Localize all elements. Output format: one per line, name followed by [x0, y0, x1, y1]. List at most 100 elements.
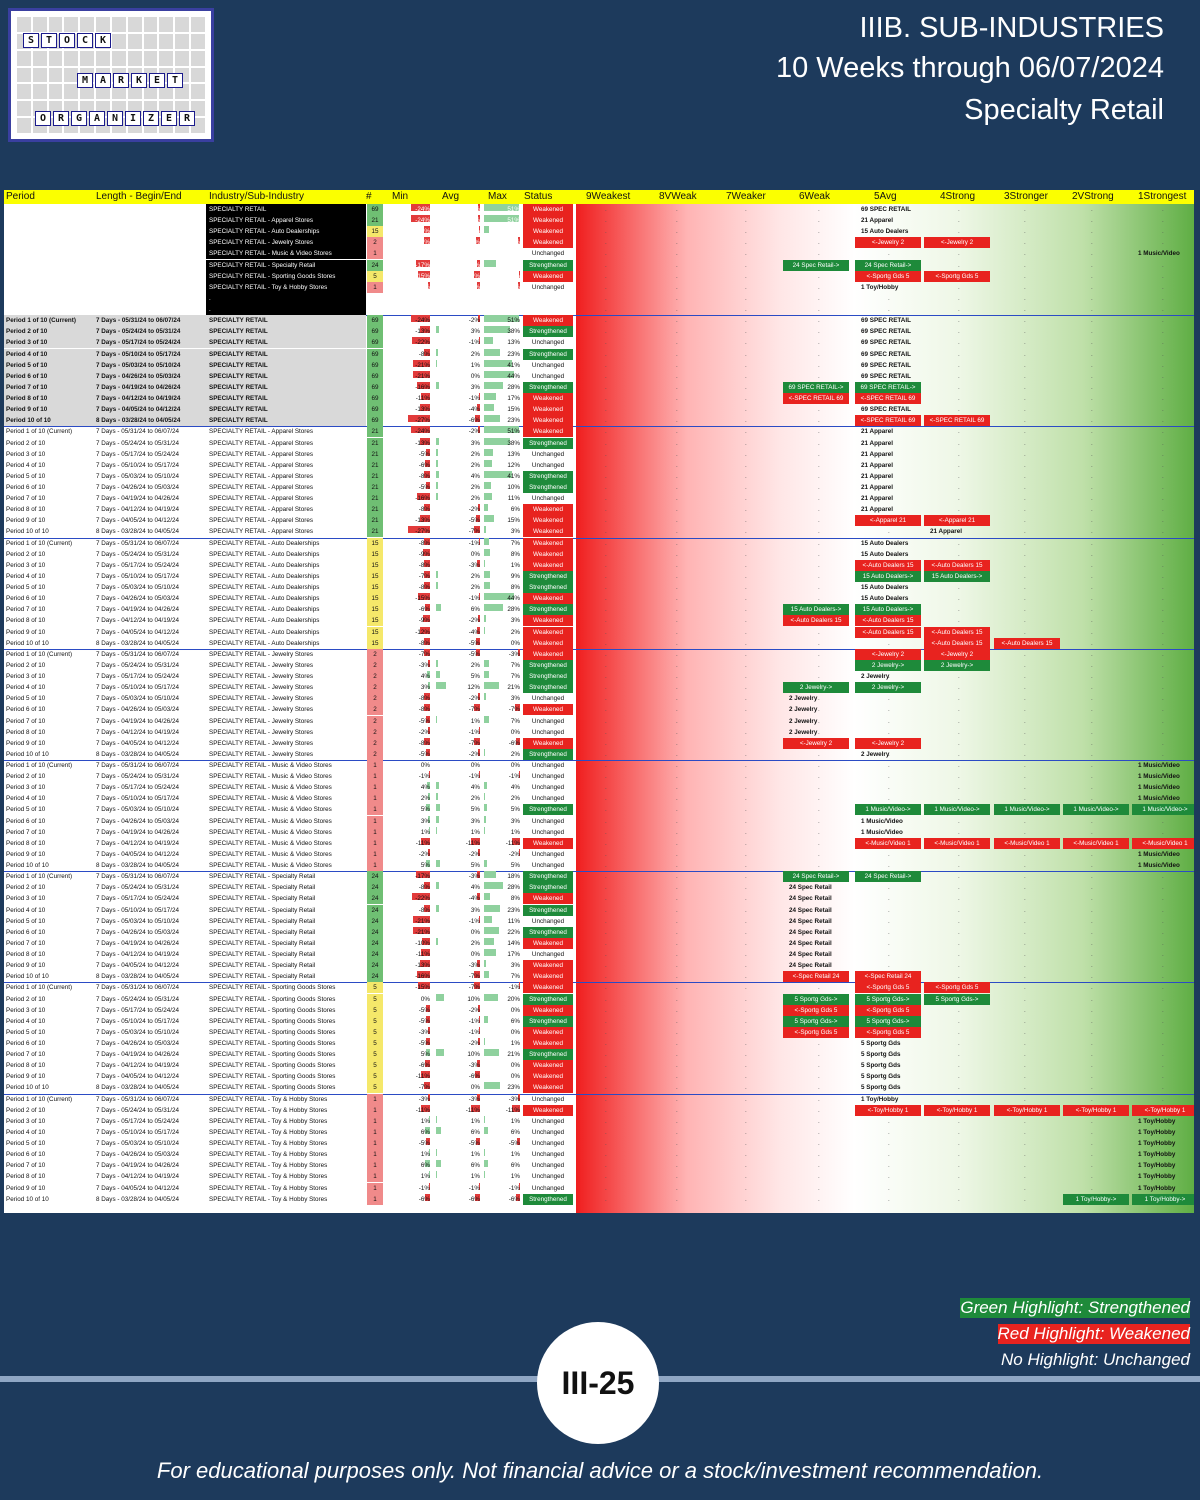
value-bar [484, 437, 511, 445]
value-bar [425, 1160, 430, 1168]
status-badge [523, 293, 573, 304]
empty-cell-dot: . [605, 984, 607, 992]
table-row: Period 10 of 10 8 Days - 03/28/24 to 04/0… [4, 748, 1194, 760]
position-marker: <-Spec Retail 24 [783, 971, 849, 983]
position-marker: <-SPEC RETAIL 69 [855, 393, 921, 405]
empty-cell-dot: . [1162, 1173, 1164, 1181]
value-bar [425, 1126, 430, 1134]
max-cell: 0% [510, 1028, 520, 1036]
logo-letter: O [59, 33, 75, 48]
max-cell: 14% [507, 939, 520, 947]
empty-cell-dot: . [1162, 1084, 1164, 1092]
min-cell: 6% [420, 1128, 430, 1136]
status-badge: Unchanged [531, 773, 565, 781]
empty-cell-dot: . [888, 795, 890, 803]
table-row: Period 4 of 10 7 Days - 05/10/24 to 05/17… [4, 348, 1194, 360]
avg-cell: -7% [468, 973, 480, 981]
value-bar [436, 793, 438, 801]
value-bar [436, 459, 438, 467]
length-cell: 7 Days - 04/26/24 to 05/03/24 [96, 372, 181, 380]
period-cell: Period 8 of 10 [6, 839, 46, 847]
period-cell: Period 5 of 10 [6, 361, 48, 369]
position-marker: 1 Toy/Hobby-> [1063, 1193, 1129, 1205]
empty-cell-dot: . [1162, 383, 1164, 391]
empty-cell-dot: . [1024, 817, 1026, 825]
empty-cell-dot: . [745, 951, 747, 959]
position-marker: 2 Jewelry [861, 750, 890, 758]
count-cell: 1 [367, 1193, 383, 1205]
value-bar [477, 871, 480, 879]
status-badge: Strengthened [523, 804, 573, 816]
empty-cell-dot: . [1024, 673, 1026, 681]
length-cell: 8 Days - 03/28/24 to 04/05/24 [96, 639, 179, 647]
empty-cell-dot: . [818, 839, 820, 847]
avg-cell: 3% [470, 383, 480, 391]
empty-cell-dot: . [818, 372, 820, 380]
column-header: Period [6, 191, 35, 202]
avg-cell: 4% [470, 472, 480, 480]
empty-cell-dot: . [1024, 450, 1026, 458]
page-number: III-25 [537, 1322, 659, 1444]
empty-cell-dot: . [1091, 1017, 1093, 1025]
max-cell: 6% [510, 1128, 520, 1136]
empty-cell-dot: . [818, 828, 820, 836]
empty-cell-dot: . [676, 995, 678, 1003]
empty-cell-dot: . [958, 795, 960, 803]
empty-cell-dot: . [676, 817, 678, 825]
empty-cell-dot: . [958, 450, 960, 458]
empty-cell-dot: . [1024, 539, 1026, 547]
empty-cell-dot: . [1024, 628, 1026, 636]
avg-cell: -3% [468, 283, 480, 291]
empty-cell-dot: . [888, 1128, 890, 1136]
empty-cell-dot: . [1091, 539, 1093, 547]
value-bar [477, 559, 480, 567]
empty-cell-dot: . [818, 1151, 820, 1159]
status-badge: Weakened [523, 204, 573, 215]
industry-cell: SPECIALTY RETAIL - Specialty Retail [209, 962, 316, 970]
empty-cell-dot: . [1024, 383, 1026, 391]
empty-cell-dot: . [676, 717, 678, 725]
table-row: Period 7 of 10 7 Days - 04/19/24 to 04/26… [4, 715, 1194, 727]
period-cell: Period 9 of 10 [6, 850, 46, 858]
empty-cell-dot: . [1091, 528, 1093, 536]
industry-cell: SPECIALTY RETAIL - Toy & Hobby Stores [209, 1195, 328, 1203]
min-cell: -24% [415, 206, 430, 213]
empty-cell-dot: . [1162, 706, 1164, 714]
table-row: Period 6 of 10 7 Days - 04/26/24 to 05/03… [4, 370, 1194, 382]
value-bar [484, 470, 513, 478]
count-cell: 15 [367, 626, 383, 638]
empty-cell-dot: . [1091, 784, 1093, 792]
value-bar [484, 693, 487, 701]
position-marker: <-Spec Retail 24 [855, 971, 921, 983]
period-cell: Period 1 of 10 (Current) [6, 272, 73, 280]
position-marker: 5 Sportg Gds [861, 1062, 901, 1070]
count-cell: 21 [367, 470, 383, 482]
empty-cell-dot: . [1091, 584, 1093, 592]
avg-cell: -7% [468, 984, 480, 992]
position-marker: 1 Music/Video [1138, 784, 1180, 792]
industry-cell: SPECIALTY RETAIL - Auto Dealerships [209, 228, 320, 236]
value-bar [484, 915, 492, 923]
empty-cell-dot: . [676, 450, 678, 458]
empty-cell-dot: . [1162, 906, 1164, 914]
value-bar [474, 982, 480, 990]
min-cell: -24% [415, 217, 430, 225]
empty-cell-dot: . [676, 706, 678, 714]
value-bar [484, 626, 486, 634]
empty-cell-dot: . [818, 1051, 820, 1059]
empty-cell-dot: . [745, 939, 747, 947]
position-marker: 24 Spec Retail [789, 939, 832, 947]
position-marker: 69 SPEC RETAIL [861, 350, 911, 358]
period-cell: Period 6 of 10 [6, 706, 46, 714]
empty-cell-dot: . [605, 361, 607, 369]
position-marker: 1 Toy/Hobby [861, 283, 899, 291]
status-badge: Unchanged [531, 817, 565, 825]
column-header-row: Period Length - Begin/End Industry/Sub-Ind… [4, 190, 1194, 204]
empty-cell-dot: . [958, 1040, 960, 1047]
table-row: Period 10 of 10 8 Days - 03/28/24 to 04/0… [4, 1082, 1194, 1094]
max-cell: 7% [510, 673, 520, 681]
empty-cell-dot: . [745, 828, 747, 836]
table-row: Period 3 of 10 7 Days - 05/17/24 to 05/24… [4, 337, 1194, 349]
logo-tile [175, 33, 190, 49]
logo-letter: R [53, 111, 69, 126]
